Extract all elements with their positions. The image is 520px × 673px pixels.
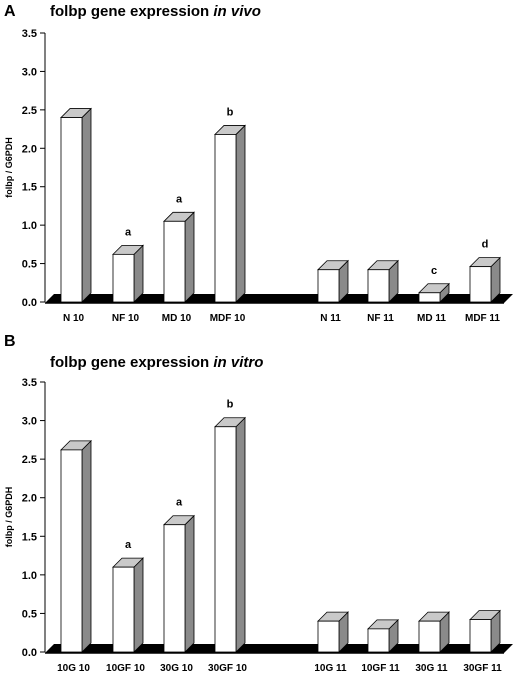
y-tick-label: 0.5 [22,608,37,620]
bar-annotation: a [125,226,132,238]
chart-title: folbp gene expression in vitro [50,354,263,371]
x-tick-label: MDF 11 [465,313,500,324]
y-tick-label: 3.5 [22,377,37,389]
chart-title-text: folbp gene expression [50,3,210,20]
bar [367,269,390,303]
y-tick-label: 2.5 [22,105,37,117]
bar-annotation: a [176,193,183,205]
x-tick-label: N 10 [63,313,85,324]
y-tick-label: 1.0 [22,570,37,582]
x-tick-label: MD 10 [162,313,192,324]
panel-letter: A [4,3,16,20]
bar-chart: 0.0 0.5 1.0 1.5 2.0 2.5 3.0 3.5 folbp / G6PDH N 1… [4,28,513,324]
chart-floor [45,294,513,303]
y-tick-label: 2.5 [22,454,37,466]
x-tick-label: MD 11 [417,313,446,324]
y-tick-label: 3.5 [22,28,37,40]
x-tick-label: N 11 [320,313,341,324]
bar [163,524,186,653]
bar [60,117,83,303]
bar [112,253,135,303]
chart-title-italic: in vitro [213,354,264,371]
bar [60,449,83,653]
x-tick-label: NF 11 [367,313,394,324]
x-tick-label: 10G 10 [57,663,90,673]
bar [163,220,186,303]
bar-annotation: b [227,399,234,411]
bar [469,266,492,303]
bar-annotation: d [482,239,489,251]
chart-title: folbp gene expression in vivo [50,3,261,20]
x-tick-label: 30G 11 [415,663,448,673]
y-tick-label: 1.5 [22,531,37,543]
bar-annotation: c [431,265,437,277]
bar-side [133,557,144,653]
x-tick-label: MDF 10 [210,313,246,324]
chart-title-italic: in vivo [213,3,261,20]
bar-side [235,416,246,653]
y-tick-label: 2.0 [22,143,37,155]
x-tick-label: 30G 10 [160,663,193,673]
bar [317,620,340,653]
bar [367,628,390,653]
x-tick-label: 30GF 11 [463,663,502,673]
y-tick-label: 0.5 [22,259,37,271]
bar [418,292,441,303]
bar-side [81,439,92,653]
panel-letter: B [4,333,16,350]
y-tick-label: 1.5 [22,182,37,194]
bar [317,269,340,303]
bar-annotation: b [227,106,234,118]
bar [469,619,492,653]
y-tick-label: 2.0 [22,493,37,505]
bar [214,134,237,303]
y-tick-label: 3.0 [22,416,37,428]
y-tick-label: 3.0 [22,66,37,78]
x-tick-label: 30GF 10 [208,663,247,673]
chart-floor [45,644,513,653]
y-tick-label: 1.0 [22,220,37,232]
y-axis-label: folbp / G6PDH [4,487,14,548]
x-tick-label: 10GF 11 [361,663,400,673]
bar-annotation: a [176,497,183,509]
x-tick-label: 10GF 10 [106,663,145,673]
bar [112,566,135,653]
bar [214,426,237,653]
panel-a: A folbp gene expression in vivo 0.0 0.5 1.… [0,0,520,330]
bar [418,620,441,653]
y-tick-label: 0.0 [22,297,37,309]
x-tick-label: NF 10 [112,313,140,324]
y-axis-label: folbp / G6PDH [4,137,14,198]
y-tick-label: 0.0 [22,647,37,659]
chart-title-text: folbp gene expression [50,354,210,371]
x-tick-label: 10G 11 [314,663,347,673]
bar-side [184,514,195,653]
bar-annotation: a [125,539,132,551]
